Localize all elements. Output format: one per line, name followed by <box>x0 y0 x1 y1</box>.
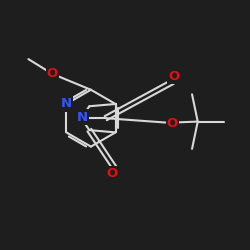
Text: O: O <box>106 167 118 180</box>
Text: O: O <box>167 117 178 130</box>
Text: O: O <box>168 70 179 83</box>
Text: O: O <box>47 67 58 80</box>
Text: N: N <box>61 98 72 110</box>
Text: N: N <box>77 110 88 124</box>
